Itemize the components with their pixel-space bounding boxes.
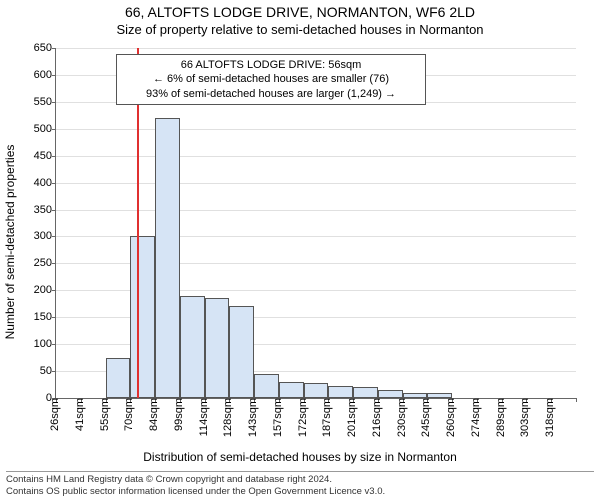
y-tick-mark xyxy=(52,263,56,264)
info-box: 66 ALTOFTS LODGE DRIVE: 56sqm ← 6% of se… xyxy=(116,54,426,105)
x-tick-label: 187sqm xyxy=(321,398,333,437)
y-tick-label: 550 xyxy=(34,96,52,108)
plot-area: 0501001502002503003504004505005506006502… xyxy=(55,48,576,399)
x-tick-label: 55sqm xyxy=(99,398,111,431)
chart-title-line1: 66, ALTOFTS LODGE DRIVE, NORMANTON, WF6 … xyxy=(0,4,600,20)
info-box-line3: 93% of semi-detached houses are larger (… xyxy=(123,87,419,101)
info-box-line2: ← 6% of semi-detached houses are smaller… xyxy=(123,72,419,86)
x-tick-label: 260sqm xyxy=(445,398,457,437)
x-tick-label: 70sqm xyxy=(123,398,135,431)
y-tick-mark xyxy=(52,344,56,345)
y-tick-label: 450 xyxy=(34,150,52,162)
x-tick-label: 128sqm xyxy=(222,398,234,437)
y-tick-mark xyxy=(52,317,56,318)
y-tick-label: 50 xyxy=(40,365,52,377)
y-tick-mark xyxy=(52,129,56,130)
y-tick-mark xyxy=(52,210,56,211)
y-axis-label-container: Number of semi-detached properties xyxy=(0,0,16,500)
y-tick-label: 200 xyxy=(34,284,52,296)
y-tick-mark xyxy=(52,102,56,103)
histogram-bar xyxy=(106,358,131,398)
x-tick-label: 318sqm xyxy=(544,398,556,437)
histogram-bar xyxy=(279,382,304,398)
y-tick-label: 400 xyxy=(34,177,52,189)
histogram-bar xyxy=(378,390,403,398)
gridline xyxy=(56,156,576,157)
x-tick-label: 245sqm xyxy=(420,398,432,437)
y-tick-label: 350 xyxy=(34,204,52,216)
histogram-bar xyxy=(155,118,180,398)
chart-root: 66, ALTOFTS LODGE DRIVE, NORMANTON, WF6 … xyxy=(0,0,600,500)
info-box-line1: 66 ALTOFTS LODGE DRIVE: 56sqm xyxy=(123,58,419,72)
y-tick-label: 100 xyxy=(34,338,52,350)
histogram-bar xyxy=(130,236,155,398)
gridline xyxy=(56,48,576,49)
y-tick-mark xyxy=(52,156,56,157)
x-tick-label: 157sqm xyxy=(272,398,284,437)
histogram-bar xyxy=(229,306,254,398)
footer: Contains HM Land Registry data © Crown c… xyxy=(6,471,594,498)
y-tick-label: 150 xyxy=(34,311,52,323)
y-axis-label: Number of semi-detached properties xyxy=(3,122,17,362)
y-tick-mark xyxy=(52,75,56,76)
x-tick-label: 114sqm xyxy=(198,398,210,436)
x-tick-label: 84sqm xyxy=(148,398,160,431)
y-tick-label: 600 xyxy=(34,69,52,81)
y-tick-mark xyxy=(52,236,56,237)
y-tick-label: 650 xyxy=(34,42,52,54)
x-tick-label: 274sqm xyxy=(470,398,482,437)
histogram-bar xyxy=(328,386,353,398)
x-tick-label: 41sqm xyxy=(74,398,86,431)
y-tick-label: 250 xyxy=(34,257,52,269)
x-tick-label: 172sqm xyxy=(297,398,309,437)
histogram-bar xyxy=(180,296,205,398)
chart-title-line2: Size of property relative to semi-detach… xyxy=(0,22,600,37)
histogram-bar xyxy=(353,387,378,398)
y-tick-mark xyxy=(52,48,56,49)
x-tick-label: 230sqm xyxy=(396,398,408,437)
gridline xyxy=(56,210,576,211)
footer-line2: Contains OS public sector information li… xyxy=(6,486,594,498)
x-tick-label: 26sqm xyxy=(49,398,61,431)
histogram-bar xyxy=(304,383,329,398)
x-tick-label: 216sqm xyxy=(371,398,383,437)
x-tick-label: 99sqm xyxy=(173,398,185,431)
gridline xyxy=(56,129,576,130)
x-tick-label: 143sqm xyxy=(247,398,259,437)
footer-line1: Contains HM Land Registry data © Crown c… xyxy=(6,474,594,486)
x-tick-label: 201sqm xyxy=(346,398,358,437)
x-axis-label: Distribution of semi-detached houses by … xyxy=(0,450,600,464)
y-tick-label: 500 xyxy=(34,123,52,135)
x-tick-label: 303sqm xyxy=(519,398,531,437)
y-tick-mark xyxy=(52,371,56,372)
y-tick-mark xyxy=(52,183,56,184)
x-tick-mark xyxy=(576,398,577,402)
histogram-bar xyxy=(254,374,279,398)
y-tick-mark xyxy=(52,290,56,291)
gridline xyxy=(56,183,576,184)
y-tick-label: 300 xyxy=(34,230,52,242)
x-tick-label: 289sqm xyxy=(495,398,507,437)
histogram-bar xyxy=(205,298,230,398)
